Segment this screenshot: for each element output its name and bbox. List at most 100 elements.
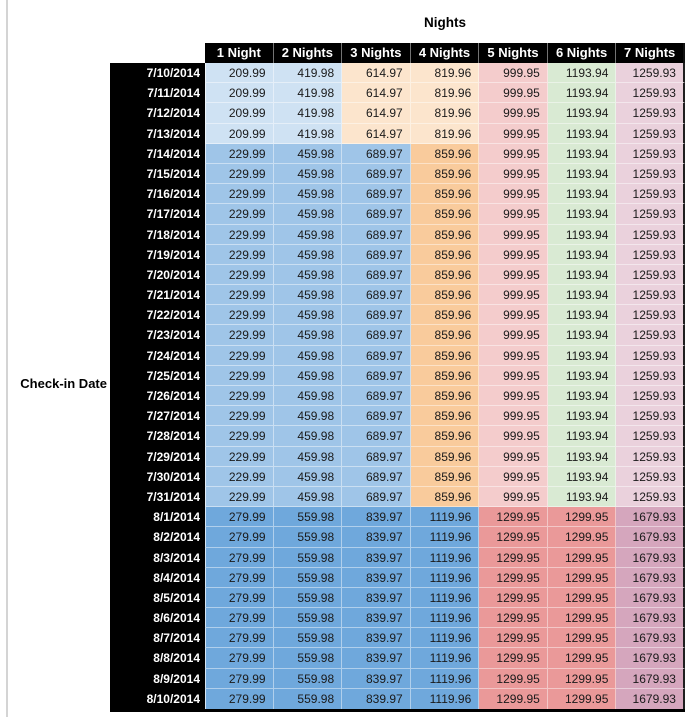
price-cell[interactable]: 1679.93	[616, 527, 685, 548]
price-cell[interactable]: 1299.95	[547, 688, 617, 709]
price-cell[interactable]: 229.99	[205, 204, 274, 225]
price-cell[interactable]: 839.97	[342, 587, 411, 609]
price-cell[interactable]: 229.99	[205, 305, 274, 326]
price-cell[interactable]: 1119.96	[410, 628, 480, 649]
date-cell[interactable]: 7/23/2014	[110, 325, 205, 346]
price-cell[interactable]: 1193.94	[547, 123, 617, 144]
price-cell[interactable]: 1119.96	[410, 587, 480, 609]
price-cell[interactable]: 1193.94	[547, 345, 617, 366]
price-cell[interactable]: 999.95	[479, 264, 548, 286]
price-cell[interactable]: 279.99	[205, 547, 274, 568]
price-cell[interactable]: 229.99	[205, 486, 274, 508]
price-cell[interactable]: 559.98	[273, 668, 343, 689]
price-cell[interactable]: 1193.94	[547, 285, 617, 306]
date-cell[interactable]: 7/24/2014	[110, 345, 205, 366]
price-cell[interactable]: 559.98	[273, 608, 343, 629]
price-cell[interactable]: 1679.93	[616, 668, 685, 689]
price-cell[interactable]: 459.98	[273, 163, 343, 185]
price-cell[interactable]: 1679.93	[616, 688, 685, 709]
price-cell[interactable]: 1259.93	[616, 325, 685, 346]
price-cell[interactable]: 209.99	[205, 83, 274, 104]
price-cell[interactable]: 689.97	[342, 386, 411, 407]
date-cell[interactable]: 8/9/2014	[110, 668, 205, 689]
price-cell[interactable]: 859.96	[410, 224, 480, 245]
price-cell[interactable]: 459.98	[273, 446, 343, 467]
price-cell[interactable]: 1299.95	[547, 628, 617, 649]
price-cell[interactable]: 859.96	[410, 365, 480, 386]
price-cell[interactable]: 999.95	[479, 163, 548, 185]
price-cell[interactable]: 1259.93	[616, 285, 685, 306]
price-cell[interactable]: 819.96	[410, 63, 480, 84]
date-cell[interactable]: 7/27/2014	[110, 406, 205, 427]
price-cell[interactable]: 279.99	[205, 628, 274, 649]
price-cell[interactable]: 1299.95	[479, 688, 548, 709]
price-cell[interactable]: 1299.95	[547, 668, 617, 689]
price-cell[interactable]: 559.98	[273, 547, 343, 568]
price-cell[interactable]: 1299.95	[479, 547, 548, 568]
date-cell[interactable]: 7/17/2014	[110, 204, 205, 225]
price-cell[interactable]: 1193.94	[547, 103, 617, 124]
price-cell[interactable]: 839.97	[342, 547, 411, 568]
price-cell[interactable]: 1299.95	[547, 527, 617, 548]
price-cell[interactable]: 1259.93	[616, 264, 685, 286]
price-cell[interactable]: 229.99	[205, 345, 274, 366]
price-cell[interactable]: 999.95	[479, 345, 548, 366]
price-cell[interactable]: 1193.94	[547, 163, 617, 185]
date-cell[interactable]: 7/18/2014	[110, 224, 205, 245]
price-cell[interactable]: 999.95	[479, 386, 548, 407]
price-cell[interactable]: 689.97	[342, 224, 411, 245]
price-cell[interactable]: 1679.93	[616, 567, 685, 588]
date-cell[interactable]: 8/5/2014	[110, 587, 205, 609]
price-cell[interactable]: 819.96	[410, 83, 480, 104]
price-cell[interactable]: 459.98	[273, 466, 343, 487]
date-cell[interactable]: 7/13/2014	[110, 123, 205, 144]
price-cell[interactable]: 839.97	[342, 567, 411, 588]
price-cell[interactable]: 559.98	[273, 628, 343, 649]
price-cell[interactable]: 1259.93	[616, 426, 685, 447]
date-cell[interactable]: 8/3/2014	[110, 547, 205, 568]
price-cell[interactable]: 689.97	[342, 204, 411, 225]
price-cell[interactable]: 1119.96	[410, 668, 480, 689]
price-cell[interactable]: 279.99	[205, 668, 274, 689]
price-cell[interactable]: 999.95	[479, 123, 548, 144]
price-cell[interactable]: 229.99	[205, 244, 274, 265]
column-header-4-nights[interactable]: 4 Nights	[410, 43, 480, 63]
price-cell[interactable]: 229.99	[205, 386, 274, 407]
price-cell[interactable]: 689.97	[342, 446, 411, 467]
price-cell[interactable]: 559.98	[273, 567, 343, 588]
price-cell[interactable]: 459.98	[273, 143, 343, 164]
price-cell[interactable]: 229.99	[205, 365, 274, 386]
price-cell[interactable]: 459.98	[273, 244, 343, 265]
column-header-7-nights[interactable]: 7 Nights	[616, 43, 685, 63]
price-cell[interactable]: 1119.96	[410, 527, 480, 548]
price-cell[interactable]: 459.98	[273, 486, 343, 508]
price-cell[interactable]: 229.99	[205, 325, 274, 346]
price-cell[interactable]: 859.96	[410, 406, 480, 427]
price-cell[interactable]: 1259.93	[616, 345, 685, 366]
price-cell[interactable]: 279.99	[205, 688, 274, 709]
price-cell[interactable]: 859.96	[410, 345, 480, 366]
price-cell[interactable]: 859.96	[410, 184, 480, 205]
price-cell[interactable]: 1299.95	[547, 567, 617, 588]
price-cell[interactable]: 229.99	[205, 406, 274, 427]
price-cell[interactable]: 1193.94	[547, 224, 617, 245]
date-cell[interactable]: 8/8/2014	[110, 648, 205, 669]
column-header-2-nights[interactable]: 2 Nights	[273, 43, 343, 63]
price-cell[interactable]: 1259.93	[616, 305, 685, 326]
date-cell[interactable]: 7/19/2014	[110, 244, 205, 265]
price-cell[interactable]: 859.96	[410, 486, 480, 508]
price-cell[interactable]: 999.95	[479, 63, 548, 84]
price-cell[interactable]: 1299.95	[547, 507, 617, 528]
price-cell[interactable]: 1259.93	[616, 83, 685, 104]
date-cell[interactable]: 8/7/2014	[110, 628, 205, 649]
price-cell[interactable]: 459.98	[273, 365, 343, 386]
price-cell[interactable]: 279.99	[205, 507, 274, 528]
price-cell[interactable]: 1193.94	[547, 143, 617, 164]
price-cell[interactable]: 999.95	[479, 143, 548, 164]
price-cell[interactable]: 419.98	[273, 63, 343, 84]
price-cell[interactable]: 279.99	[205, 527, 274, 548]
price-cell[interactable]: 229.99	[205, 224, 274, 245]
price-cell[interactable]: 689.97	[342, 345, 411, 366]
price-cell[interactable]: 459.98	[273, 426, 343, 447]
price-cell[interactable]: 689.97	[342, 285, 411, 306]
